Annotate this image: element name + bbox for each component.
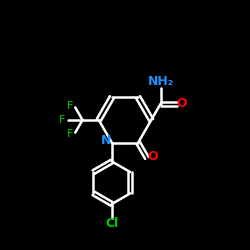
Text: NH₂: NH₂ (148, 75, 174, 88)
Text: F: F (67, 129, 73, 139)
Text: N: N (100, 134, 111, 147)
Text: F: F (67, 101, 73, 111)
Text: O: O (147, 150, 158, 163)
Text: F: F (59, 115, 66, 125)
Text: O: O (176, 97, 187, 110)
Text: Cl: Cl (105, 217, 118, 230)
